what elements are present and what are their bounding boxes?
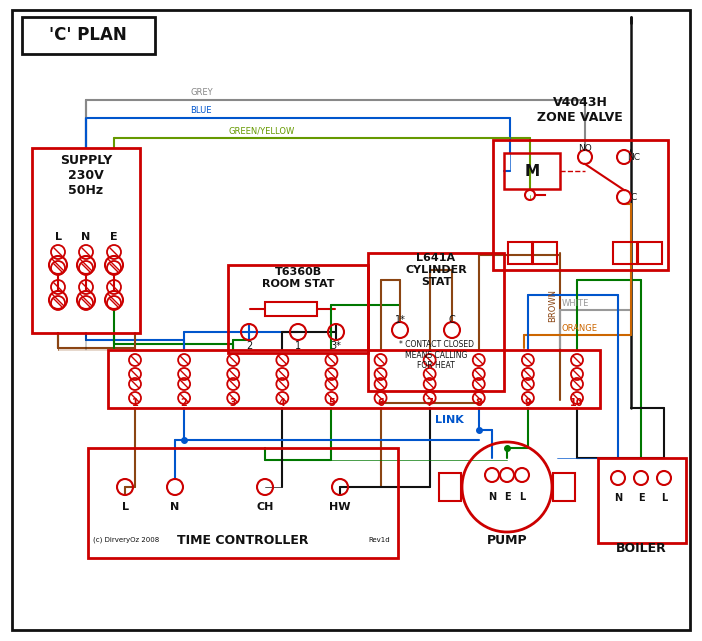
Text: N: N bbox=[81, 232, 91, 242]
Bar bbox=[598, 458, 686, 543]
Text: HW: HW bbox=[329, 502, 351, 512]
Text: ORANGE: ORANGE bbox=[562, 324, 598, 333]
Text: 'C' PLAN: 'C' PLAN bbox=[49, 26, 127, 44]
Bar bbox=[88, 448, 398, 558]
Text: 1: 1 bbox=[132, 398, 138, 408]
Text: E: E bbox=[110, 232, 118, 242]
Text: SUPPLY
230V
50Hz: SUPPLY 230V 50Hz bbox=[60, 153, 112, 197]
Text: 5: 5 bbox=[328, 398, 335, 408]
Text: 10: 10 bbox=[570, 398, 584, 408]
Text: Rev1d: Rev1d bbox=[369, 537, 390, 543]
Text: 3*: 3* bbox=[331, 341, 341, 351]
Bar bbox=[638, 242, 662, 264]
Text: (c) DirveryOz 2008: (c) DirveryOz 2008 bbox=[93, 537, 159, 544]
Text: N: N bbox=[171, 502, 180, 512]
Text: 1: 1 bbox=[295, 341, 301, 351]
Bar bbox=[533, 242, 557, 264]
Text: L: L bbox=[55, 232, 62, 242]
Text: BLUE: BLUE bbox=[190, 106, 211, 115]
Bar bbox=[108, 350, 600, 408]
Text: NC: NC bbox=[628, 153, 640, 162]
Text: NO: NO bbox=[578, 144, 592, 153]
Text: 9: 9 bbox=[524, 398, 531, 408]
Text: * CONTACT CLOSED
MEANS CALLING
FOR HEAT: * CONTACT CLOSED MEANS CALLING FOR HEAT bbox=[399, 340, 474, 370]
Text: BOILER: BOILER bbox=[616, 542, 666, 554]
Text: TIME CONTROLLER: TIME CONTROLLER bbox=[177, 533, 309, 547]
Text: CH: CH bbox=[256, 502, 274, 512]
Text: L: L bbox=[121, 502, 128, 512]
Bar bbox=[368, 253, 504, 391]
Text: 8: 8 bbox=[475, 398, 482, 408]
Bar bbox=[228, 265, 368, 353]
Text: 1*: 1* bbox=[395, 315, 406, 325]
Bar bbox=[439, 473, 461, 501]
Text: GREEN/YELLOW: GREEN/YELLOW bbox=[228, 126, 294, 135]
Text: T6360B
ROOM STAT: T6360B ROOM STAT bbox=[262, 267, 334, 289]
Text: WHITE: WHITE bbox=[562, 299, 590, 308]
Text: 2: 2 bbox=[180, 398, 187, 408]
Text: 4: 4 bbox=[279, 398, 286, 408]
Bar bbox=[265, 302, 317, 316]
Text: 2: 2 bbox=[246, 341, 252, 351]
Bar bbox=[22, 17, 155, 54]
Text: V4043H
ZONE VALVE: V4043H ZONE VALVE bbox=[537, 96, 623, 124]
Text: M: M bbox=[524, 163, 540, 178]
Bar bbox=[32, 148, 140, 333]
Text: 7: 7 bbox=[426, 398, 433, 408]
Bar bbox=[613, 242, 637, 264]
Text: L: L bbox=[519, 492, 525, 502]
Text: PUMP: PUMP bbox=[486, 533, 527, 547]
Text: BROWN: BROWN bbox=[548, 288, 557, 322]
Bar bbox=[508, 242, 532, 264]
Text: 3: 3 bbox=[230, 398, 237, 408]
Text: E: E bbox=[504, 492, 510, 502]
Bar bbox=[504, 153, 560, 189]
Text: GREY: GREY bbox=[190, 88, 213, 97]
Text: L: L bbox=[661, 493, 667, 503]
Bar bbox=[553, 473, 575, 501]
Text: N: N bbox=[488, 492, 496, 502]
Text: C: C bbox=[631, 192, 637, 201]
Text: 6: 6 bbox=[377, 398, 384, 408]
Text: LINK: LINK bbox=[435, 415, 464, 425]
Bar bbox=[493, 140, 668, 270]
Text: C: C bbox=[449, 315, 456, 325]
Text: L641A
CYLINDER
STAT: L641A CYLINDER STAT bbox=[405, 253, 467, 287]
Text: E: E bbox=[637, 493, 644, 503]
Text: N: N bbox=[614, 493, 622, 503]
